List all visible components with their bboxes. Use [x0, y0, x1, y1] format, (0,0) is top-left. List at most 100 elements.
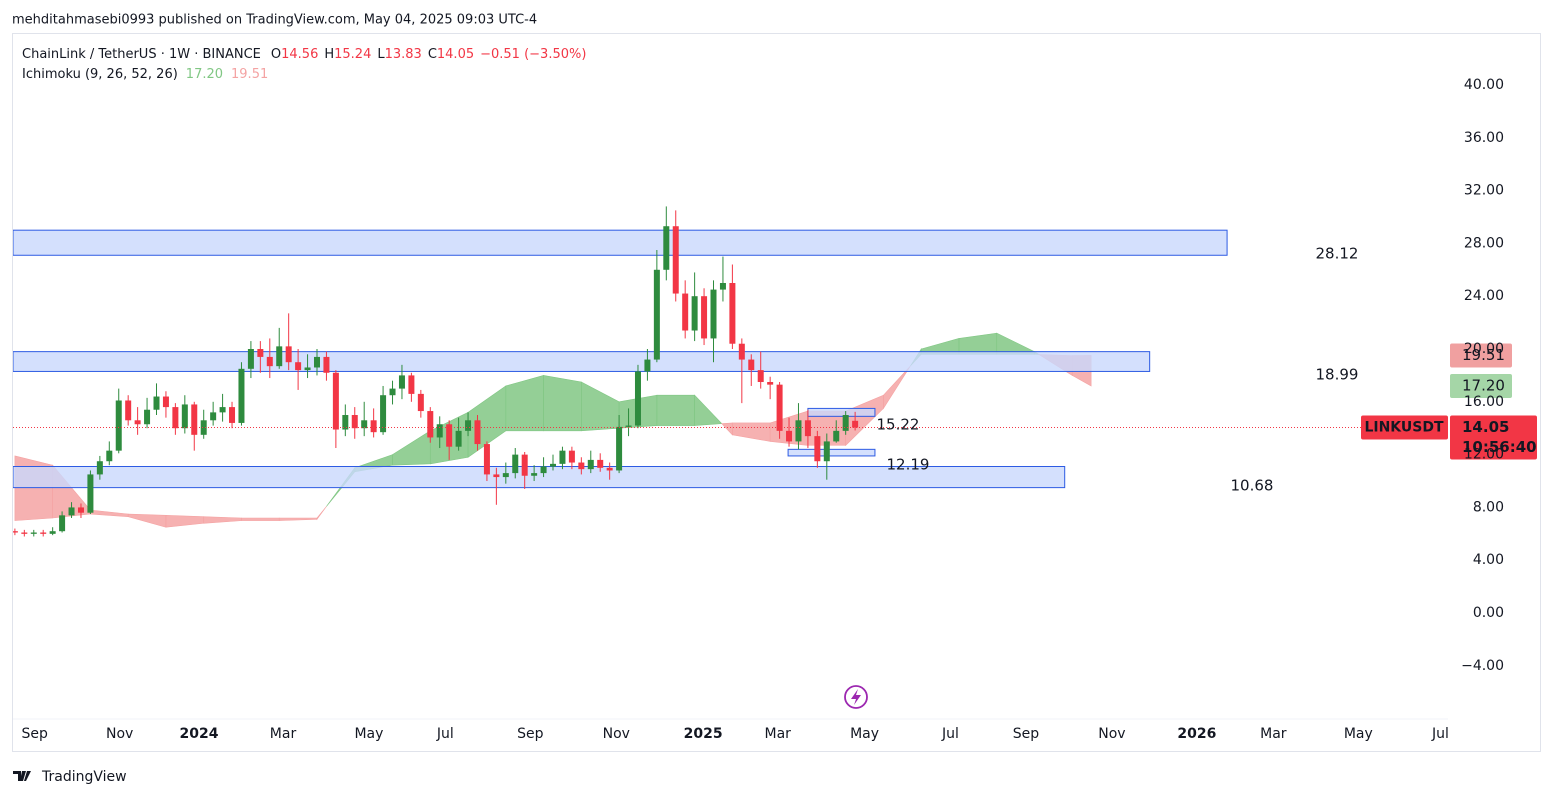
candle-body — [417, 393, 424, 412]
x-tick-label: Mar — [1260, 726, 1287, 742]
candle-body — [30, 532, 37, 534]
x-tick-label: Nov — [106, 726, 133, 742]
candle-body — [663, 226, 670, 270]
x-tick-label: Sep — [517, 726, 544, 742]
candle-body — [285, 346, 292, 363]
ichimoku-cloud — [203, 516, 242, 524]
candle-body — [49, 531, 56, 534]
indicator-tag-text: 19.51 — [1462, 346, 1505, 364]
candle-body — [351, 415, 358, 429]
y-tick-label: 40.00 — [1464, 77, 1504, 93]
ichimoku-cloud — [14, 455, 53, 521]
zone-label: 12.19 — [887, 456, 930, 474]
price-tag — [1450, 415, 1537, 460]
candle-body — [96, 461, 103, 475]
candle-body — [804, 420, 811, 437]
ichimoku-cloud — [241, 517, 280, 521]
candle-body — [106, 450, 113, 462]
ichimoku-cloud — [505, 375, 544, 432]
candle-body — [238, 368, 245, 423]
candle-body — [606, 467, 613, 471]
candle-body — [389, 388, 396, 396]
candle-body — [436, 424, 443, 438]
candle-body — [219, 407, 226, 413]
candle-body — [568, 450, 575, 463]
ichimoku-cloud — [694, 394, 723, 426]
publisher-line: mehditahmasebi0993 published on TradingV… — [12, 13, 537, 28]
candle-body — [550, 463, 557, 467]
candle-body — [295, 362, 302, 371]
candle-body — [125, 400, 132, 421]
symbol-tag-text: LINKUSDT — [1364, 420, 1444, 436]
candle-body — [455, 430, 462, 447]
y-tick-label: 8.00 — [1473, 499, 1504, 515]
candle-body — [710, 289, 717, 339]
candle-body — [474, 420, 481, 445]
footer-brand[interactable]: TradingView — [41, 769, 127, 785]
x-tick-label: Nov — [603, 726, 630, 742]
ichimoku-cloud — [883, 365, 911, 410]
chart-frame — [12, 33, 1541, 752]
candle-body — [682, 293, 689, 331]
price-zone — [13, 466, 1066, 489]
ichimoku-cloud — [392, 430, 431, 466]
price-zone — [13, 229, 1228, 256]
ohlc-letter: H — [324, 47, 334, 62]
legend-ichimoku-line: Ichimoku (9, 26, 52, 26) 17.20 19.51 — [22, 67, 268, 82]
symbol-tag — [1361, 415, 1448, 440]
candle-body — [40, 532, 47, 534]
candle-body — [719, 282, 726, 290]
candle-body — [210, 412, 217, 421]
span-b-value: 19.51 — [231, 67, 268, 82]
candle-body — [757, 370, 764, 383]
y-tick-label: −4.00 — [1461, 658, 1504, 674]
candle-body — [380, 395, 387, 433]
candle-body — [786, 430, 793, 442]
candle-body — [644, 359, 651, 372]
x-tick-label: Mar — [270, 726, 297, 742]
price-zone — [787, 448, 876, 457]
candle-body — [776, 384, 783, 431]
indicator-tag — [1450, 343, 1512, 368]
x-tick-label: Sep — [22, 726, 49, 742]
candle-body — [767, 382, 774, 385]
x-tick-label: May — [1344, 726, 1373, 742]
candle-body — [427, 411, 434, 438]
ichimoku-cloud — [127, 513, 167, 528]
ichimoku-cloud — [958, 332, 998, 355]
y-tick-label: 36.00 — [1464, 130, 1504, 146]
candle-body — [465, 420, 472, 431]
ichimoku-cloud — [543, 375, 582, 432]
x-tick-label: Nov — [1098, 726, 1125, 742]
candle-body — [134, 420, 141, 425]
footer-logo[interactable] — [13, 771, 31, 781]
x-tick-label: Sep — [1013, 726, 1040, 742]
candle-body — [370, 420, 377, 433]
overlay: LINKUSDT 14.05 10:56:40 19.51 17.20 — [1361, 343, 1537, 460]
candle-body — [144, 409, 151, 425]
replay-icon[interactable] — [844, 685, 868, 709]
symbol: ChainLink / TetherUS · 1W · BINANCE — [22, 47, 261, 62]
candle-body — [691, 296, 698, 331]
candle-body — [634, 371, 641, 426]
candle-body — [266, 356, 273, 367]
candle-body — [625, 425, 632, 427]
ohlc-value: 15.24 — [334, 47, 371, 62]
candle-body — [540, 466, 547, 474]
ohlc-letter: O — [271, 47, 281, 62]
candle-body — [398, 375, 405, 389]
price-zone — [807, 407, 876, 417]
candle-body — [342, 415, 349, 430]
candle-body — [672, 226, 679, 294]
candle-body — [77, 507, 84, 513]
x-tick-label: Jul — [436, 726, 454, 742]
x-tick-label: 2024 — [179, 726, 218, 742]
indicator-tag-text: 17.20 — [1462, 376, 1505, 394]
zone-label: 28.12 — [1316, 245, 1359, 263]
y-tick-label: 4.00 — [1473, 552, 1504, 568]
candle-body — [502, 473, 509, 478]
candle-body — [852, 420, 859, 428]
candle-body — [13, 531, 18, 533]
x-tick-label: Jul — [941, 726, 959, 742]
